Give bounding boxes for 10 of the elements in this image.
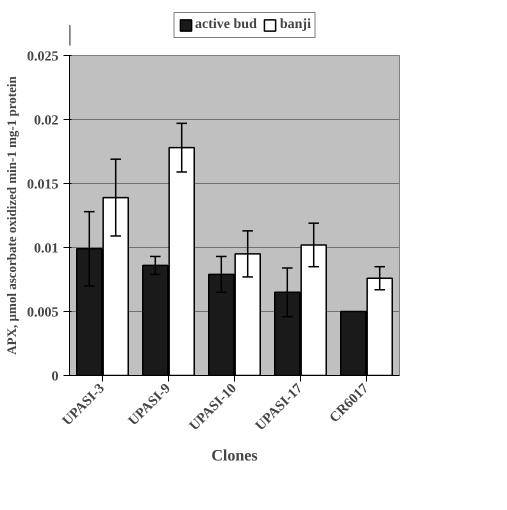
- y-tick-label: 0.025: [27, 50, 58, 64]
- legend-label: banji: [280, 17, 311, 33]
- y-tick-label: 0.005: [27, 306, 58, 320]
- y-tick-label: 0.015: [27, 178, 58, 192]
- x-axis-title: Clones: [211, 447, 258, 464]
- y-tick-label: 0.01: [34, 242, 58, 256]
- y-tick-label: 0.02: [34, 114, 58, 128]
- y-tick-label: 0: [52, 370, 58, 384]
- legend-label: active bud: [195, 17, 257, 33]
- y-axis-title: APX, µmol ascorbate oxidized min-1 mg-1 protein: [4, 76, 19, 355]
